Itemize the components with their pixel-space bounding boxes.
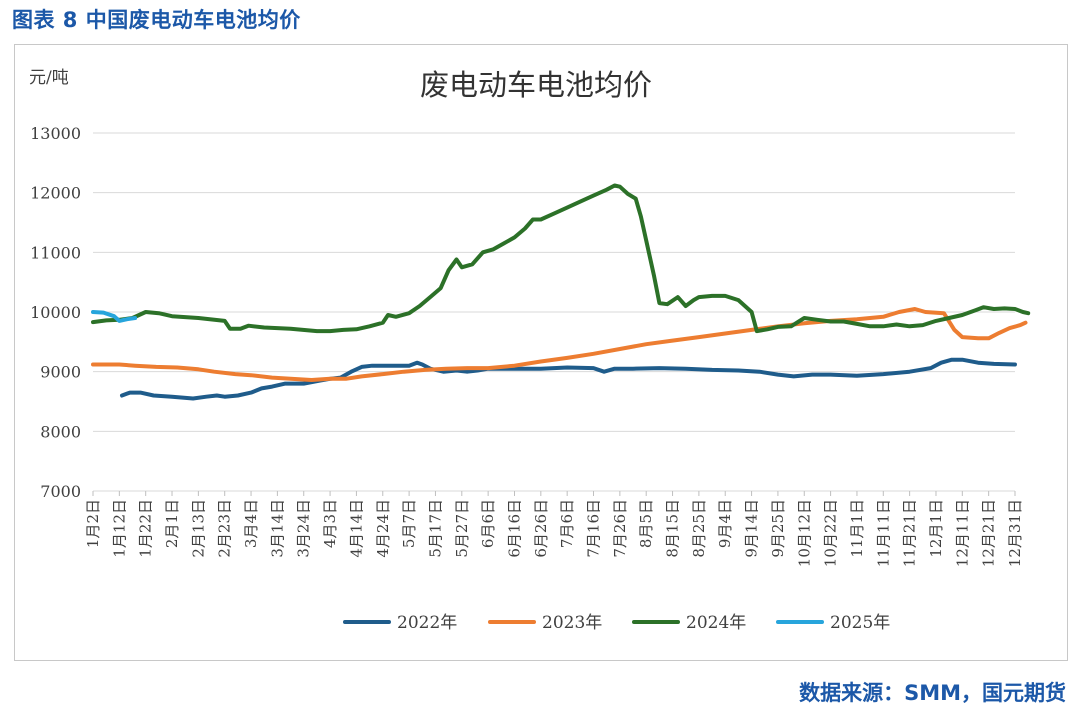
x-tick-label: 10月22日	[822, 499, 840, 567]
y-tick-label: 8000	[40, 422, 81, 441]
x-tick-label: 5月7日	[400, 499, 418, 548]
series-lines	[91, 183, 1031, 401]
x-tick-label: 12月1日	[927, 499, 945, 558]
x-tick-label: 3月4日	[242, 499, 260, 548]
y-axis-label: 元/吨	[29, 68, 69, 88]
x-tick-label: 7月16日	[585, 499, 603, 558]
x-tick-label: 11月11日	[874, 499, 892, 567]
x-tick-label: 8月5日	[637, 499, 655, 548]
x-tick-label: 9月14日	[743, 499, 761, 558]
x-tick-label: 4月14日	[347, 499, 365, 558]
x-tick-label: 1月22日	[137, 499, 155, 558]
x-tick-label: 5月27日	[453, 499, 471, 558]
series-line-2	[91, 307, 1028, 382]
chart-title: 废电动车电池均价	[420, 68, 652, 102]
y-tick-label: 12000	[30, 184, 81, 203]
x-tick-label: 2月1日	[163, 499, 181, 548]
legend-label: 2024年	[686, 613, 746, 633]
x-tick-label: 5月17日	[426, 499, 444, 558]
x-tick-label: 2月13日	[189, 499, 207, 558]
y-tick-label: 10000	[30, 303, 81, 322]
x-tick-label: 11月21日	[901, 499, 919, 567]
series-line-4	[91, 310, 138, 323]
legend: 2022年 2023年 2024年 2025年	[343, 613, 890, 633]
x-tick-label: 8月15日	[664, 499, 682, 558]
legend-label: 2023年	[542, 613, 602, 633]
x-tick-label: 3月24日	[295, 499, 313, 558]
x-tick-label: 7月26日	[611, 499, 629, 558]
y-tick-label: 13000	[30, 124, 81, 143]
x-tick-label: 8月25日	[690, 499, 708, 558]
series-line-1	[120, 357, 1017, 401]
y-tick-label: 11000	[30, 243, 81, 262]
chart-frame: 7000 8000 9000 10000 11000 12000 13000 1月2日 1月12…	[14, 44, 1068, 661]
x-tick-label: 10月12日	[795, 499, 813, 567]
x-tick-label: 11月1日	[848, 499, 866, 558]
x-tick-label: 12月21日	[980, 499, 998, 567]
x-tick-label: 12月11日	[953, 499, 971, 567]
x-tick-label: 6月26日	[532, 499, 550, 558]
x-tick-label: 3月14日	[268, 499, 286, 558]
x-tick-label: 4月24日	[374, 499, 392, 558]
x-tick-label: 7月6日	[558, 499, 576, 548]
x-tick-label: 9月25日	[769, 499, 787, 558]
x-tick-label: 1月12日	[110, 499, 128, 558]
y-tick-label: 7000	[40, 482, 81, 501]
axes: 7000 8000 9000 10000 11000 12000 13000 1月2日 1月12…	[30, 124, 1024, 567]
x-tick-label: 2月23日	[216, 499, 234, 558]
series-line-3	[91, 183, 1031, 334]
line-chart: 7000 8000 9000 10000 11000 12000 13000 1月2日 1月12…	[29, 68, 1031, 633]
x-tick-label: 4月3日	[321, 499, 339, 548]
source-note: 数据来源：SMM，国元期货	[799, 681, 1066, 705]
x-tick-label: 6月6日	[479, 499, 497, 548]
x-tick-label: 1月2日	[84, 499, 102, 548]
y-tick-label: 9000	[40, 363, 81, 382]
x-tick-label: 9月4日	[716, 499, 734, 548]
x-tick-label: 12月31日	[1006, 499, 1024, 567]
gridlines	[93, 132, 1015, 492]
x-tick-label: 6月16日	[505, 499, 523, 558]
figure-caption: 图表 8 中国废电动车电池均价	[12, 8, 301, 32]
legend-label: 2022年	[397, 613, 457, 633]
legend-label: 2025年	[830, 613, 890, 633]
